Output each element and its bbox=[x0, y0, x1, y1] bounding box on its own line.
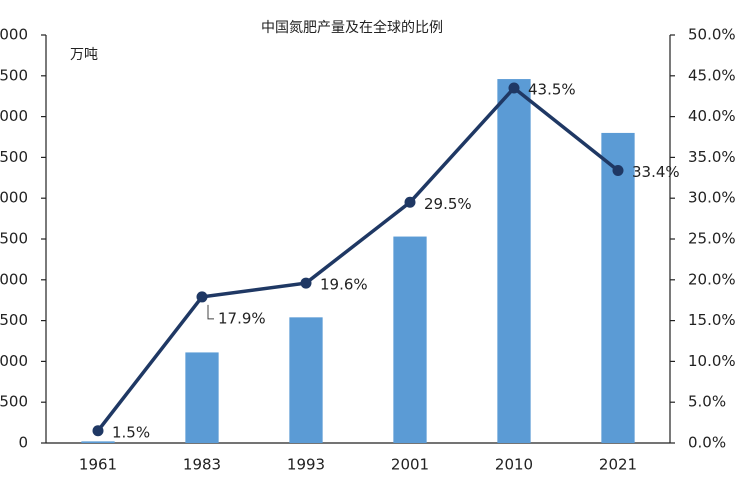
line-point bbox=[612, 164, 624, 176]
y2-tick-label: 25.0% bbox=[688, 230, 736, 248]
line bbox=[96, 85, 620, 432]
y2-tick-label: 40.0% bbox=[688, 107, 736, 125]
y-tick-label: 2500 bbox=[0, 230, 28, 248]
x-tick-label: 2010 bbox=[495, 456, 533, 474]
line-point bbox=[92, 425, 104, 437]
bar bbox=[185, 352, 219, 443]
y-tick-label: 3000 bbox=[0, 189, 28, 207]
data-label: 29.5% bbox=[424, 195, 472, 213]
data-label: 17.9% bbox=[218, 309, 266, 327]
y2-tick-label: 45.0% bbox=[688, 66, 736, 84]
x-tick-label: 1993 bbox=[287, 456, 325, 474]
line-point bbox=[404, 196, 416, 208]
line-point bbox=[300, 277, 312, 289]
y-tick-label: 0 bbox=[18, 434, 28, 452]
y2-tick-label: 30.0% bbox=[688, 189, 736, 207]
y2-tick-label: 0.0% bbox=[688, 434, 726, 452]
y2-tick-label: 15.0% bbox=[688, 311, 736, 329]
bar bbox=[81, 441, 115, 443]
bar bbox=[601, 132, 635, 444]
line-point bbox=[508, 82, 520, 94]
line-point bbox=[196, 291, 208, 303]
bar bbox=[497, 79, 531, 444]
x-tick-label: 1983 bbox=[183, 456, 221, 474]
y-tick-label: 1000 bbox=[0, 352, 28, 370]
data-label: 43.5% bbox=[528, 81, 576, 99]
data-label: 1.5% bbox=[112, 423, 150, 441]
y-tick-label: 3500 bbox=[0, 148, 28, 166]
data-label: 19.6% bbox=[320, 276, 368, 294]
data-label: 33.4% bbox=[632, 163, 680, 181]
bar bbox=[289, 317, 323, 443]
y-tick-label: 4500 bbox=[0, 66, 28, 84]
y2-tick-label: 20.0% bbox=[688, 270, 736, 288]
label-leader bbox=[207, 304, 214, 320]
y2-tick-label: 5.0% bbox=[688, 393, 726, 411]
y2-tick-label: 10.0% bbox=[688, 352, 736, 370]
bar bbox=[393, 236, 427, 443]
y-tick-label: 2000 bbox=[0, 270, 28, 288]
x-tick-label: 2021 bbox=[599, 456, 637, 474]
chart-title: 中国氮肥产量及在全球的比例 bbox=[261, 19, 443, 36]
y-tick-label: 4000 bbox=[0, 107, 28, 125]
y2-tick-label: 35.0% bbox=[688, 148, 736, 166]
x-tick-label: 2001 bbox=[391, 456, 429, 474]
x-tick-label: 1961 bbox=[79, 456, 117, 474]
y-tick-label: 1500 bbox=[0, 311, 28, 329]
y-axis-unit: 万吨 bbox=[70, 47, 98, 63]
y-tick-label: 500 bbox=[0, 393, 28, 411]
y2-tick-label: 50.0% bbox=[688, 26, 736, 44]
